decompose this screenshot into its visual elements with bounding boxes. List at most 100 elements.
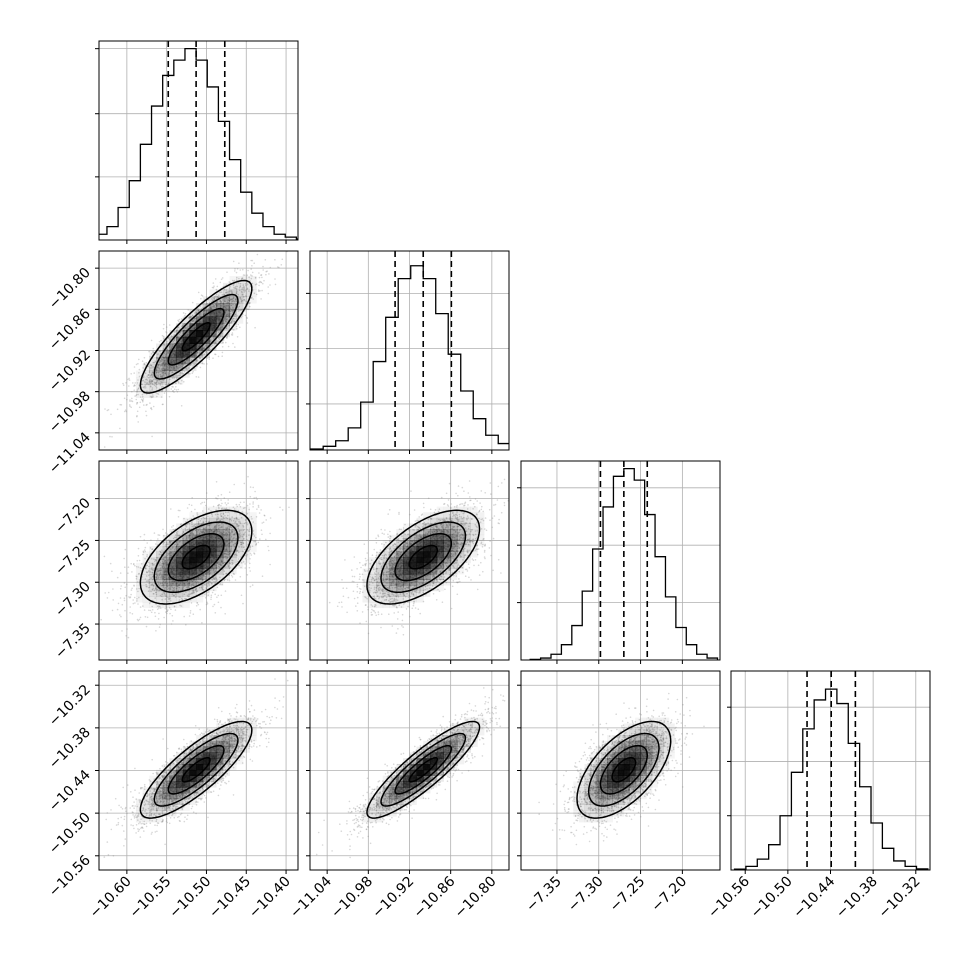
density-cell xyxy=(242,289,250,297)
sample-point xyxy=(260,529,263,531)
sample-point xyxy=(193,319,195,322)
density-cell xyxy=(236,309,244,317)
sample-point xyxy=(212,282,215,284)
density-cell xyxy=(209,336,217,344)
sample-point xyxy=(169,554,171,557)
sample-point xyxy=(165,581,167,583)
sample-point xyxy=(137,388,140,390)
sample-point xyxy=(230,298,232,300)
sample-point xyxy=(164,568,167,570)
sample-point xyxy=(243,289,246,291)
sample-point xyxy=(202,579,204,581)
sample-point xyxy=(164,532,167,534)
sample-point xyxy=(143,375,145,378)
sample-point xyxy=(178,534,180,537)
sample-point xyxy=(217,297,220,299)
sample-point xyxy=(146,381,149,384)
sample-point xyxy=(240,301,243,303)
sample-point xyxy=(163,357,166,359)
density-cell xyxy=(182,323,190,331)
sample-point xyxy=(171,346,173,349)
density-cell xyxy=(176,363,184,371)
sample-point xyxy=(178,374,180,377)
sample-point xyxy=(212,505,215,508)
sample-point xyxy=(222,299,224,301)
sample-point xyxy=(163,578,165,581)
sample-point xyxy=(216,305,218,307)
sample-point xyxy=(226,544,229,546)
sample-point xyxy=(124,586,126,589)
density-cell xyxy=(135,384,143,392)
sample-point xyxy=(232,537,234,540)
sample-point xyxy=(229,312,232,315)
sample-point xyxy=(155,382,157,384)
sample-point xyxy=(173,586,176,589)
sample-point xyxy=(164,573,166,576)
sample-point xyxy=(185,367,187,370)
sample-point xyxy=(172,386,174,388)
sample-point xyxy=(207,309,210,312)
sample-point xyxy=(230,545,232,548)
sample-point xyxy=(228,324,231,326)
y-tick-label: −10.92 xyxy=(46,347,94,395)
sample-point xyxy=(225,327,228,330)
scatter-panel-p1-p0: −11.04−10.98−10.92−10.86−10.80 xyxy=(46,250,299,477)
sample-point xyxy=(163,381,165,384)
sample-point xyxy=(250,277,253,280)
sample-point xyxy=(225,305,227,307)
sample-point xyxy=(158,570,161,572)
sample-point xyxy=(173,580,176,583)
sample-point xyxy=(136,388,139,391)
sample-point xyxy=(168,607,171,609)
sample-point xyxy=(148,350,150,353)
sample-point xyxy=(213,571,216,573)
sample-point xyxy=(127,378,129,381)
sample-point xyxy=(224,549,226,552)
sample-point xyxy=(234,287,236,289)
sample-point xyxy=(246,322,249,324)
sample-point xyxy=(130,593,132,596)
sample-point xyxy=(220,499,222,501)
sample-point xyxy=(159,359,162,362)
density-cell xyxy=(149,357,157,365)
density-cell xyxy=(169,357,177,365)
sample-point xyxy=(206,344,209,346)
sample-point xyxy=(223,579,226,581)
sample-point xyxy=(265,538,267,541)
sample-point xyxy=(163,592,166,595)
sample-point xyxy=(171,547,174,549)
sample-point xyxy=(177,367,180,370)
sample-point xyxy=(223,538,226,541)
sample-point xyxy=(181,322,183,325)
sample-point xyxy=(249,548,251,550)
sample-point xyxy=(149,375,152,377)
sample-point xyxy=(156,371,158,374)
sample-point xyxy=(257,541,260,544)
sample-point xyxy=(184,525,187,527)
contour-line xyxy=(181,321,211,352)
sample-point xyxy=(217,340,219,342)
sample-point xyxy=(190,533,193,535)
sample-point xyxy=(210,345,213,348)
sample-point xyxy=(229,563,231,565)
sample-point xyxy=(168,540,171,543)
sample-point xyxy=(181,599,184,601)
sample-point xyxy=(238,305,241,308)
sample-point xyxy=(253,540,255,543)
sample-point xyxy=(156,353,159,356)
sample-point xyxy=(235,532,237,535)
sample-point xyxy=(149,367,151,369)
sample-point xyxy=(165,353,167,356)
sample-point xyxy=(230,290,233,292)
sample-point xyxy=(194,535,197,537)
sample-point xyxy=(150,374,153,376)
sample-point xyxy=(163,535,165,537)
sample-point xyxy=(157,372,160,374)
sample-point xyxy=(173,367,175,370)
sample-point xyxy=(166,384,169,386)
sample-point xyxy=(229,315,231,318)
sample-point xyxy=(201,586,203,588)
sample-point xyxy=(231,541,233,543)
sample-point xyxy=(191,525,194,528)
sample-point xyxy=(146,542,148,544)
